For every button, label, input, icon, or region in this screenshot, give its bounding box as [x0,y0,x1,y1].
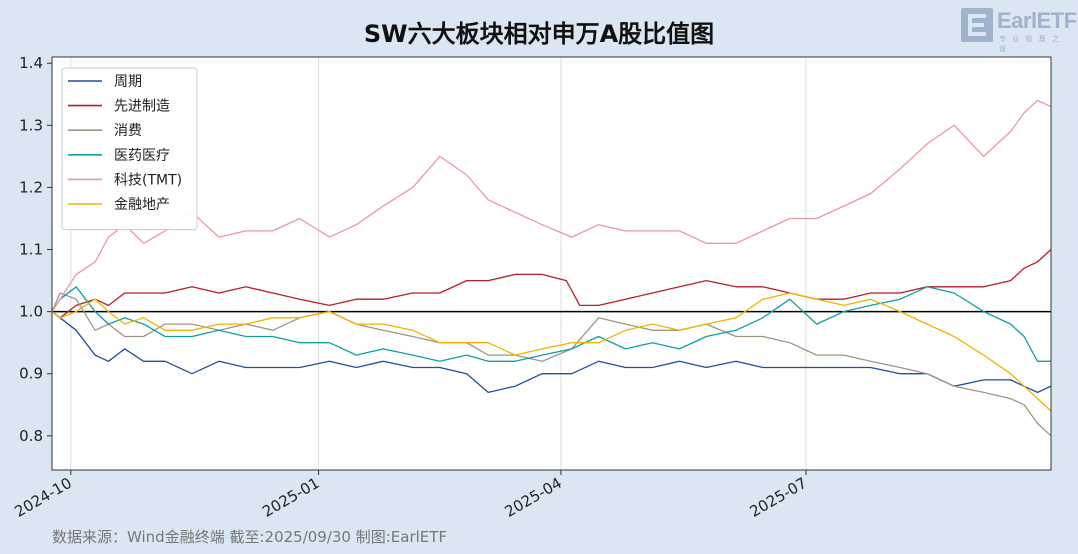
y-tick-label: 1.3 [19,116,43,134]
legend-label: 消费 [114,123,142,139]
series-line-2 [51,249,1052,319]
x-tick-label: 2025-07 [747,474,810,521]
legend-box [61,67,198,231]
series-line-5 [51,99,1052,312]
plot-area [52,57,1051,470]
series-line-6 [51,292,1052,412]
y-tick-label: 1.0 [19,303,43,321]
y-tick-label: 1.2 [19,178,43,196]
series-line-4 [51,286,1051,362]
legend-label: 科技(TMT) [114,172,182,188]
x-tick-label: 2024-10 [12,474,75,521]
legend-label: 医药医疗 [114,148,170,164]
y-tick-label: 1.4 [19,54,43,72]
y-tick-label: 0.9 [19,365,43,383]
y-tick-label: 1.1 [19,241,43,259]
logo-subtitle: 专 业 投 基 之 道 [999,35,1061,53]
y-tick-label: 0.8 [19,427,43,445]
chart-title: SW六大板块相对申万A股比值图 [363,20,715,48]
legend-label: 金融地产 [114,197,170,213]
legend-label: 周期 [114,74,142,90]
series-line-1 [51,311,1052,394]
x-tick-label: 2025-01 [259,474,322,521]
data-source-note: 数据来源：Wind金融终端 截至:2025/09/30 制图:EarlETF [52,528,448,546]
logo-name: EarlETF [997,8,1077,33]
logo-e-icon [961,8,993,42]
earletf-logo: EarlETF 专 业 投 基 之 道 [961,8,1077,53]
legend-label: 先进制造 [114,99,170,115]
plot-frame [51,56,1052,471]
x-tick-label: 2025-04 [502,474,565,521]
